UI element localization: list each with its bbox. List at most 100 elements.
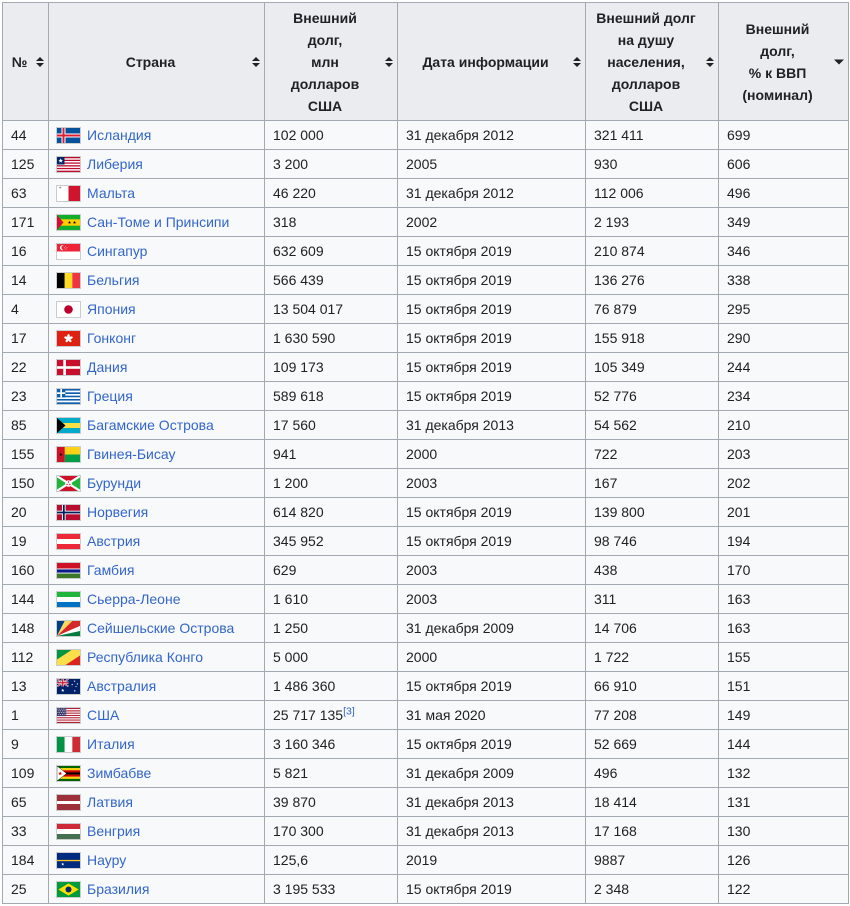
- country-link[interactable]: США: [87, 707, 120, 723]
- country-link[interactable]: Гонконг: [87, 330, 137, 346]
- country-link[interactable]: Австралия: [87, 678, 157, 694]
- gdp-percent-cell: 194: [718, 526, 849, 556]
- country-link[interactable]: Италия: [87, 736, 135, 752]
- debt-cell: 125,6: [264, 845, 398, 875]
- burundi-flag-icon: [57, 476, 80, 491]
- table-row: 125 Либерия 3 200 2005 930 606: [2, 149, 849, 179]
- country-cell: Австралия: [48, 671, 265, 701]
- per-capita-cell: 136 276: [585, 265, 719, 295]
- gdp-percent-cell: 163: [718, 584, 849, 614]
- debt-cell: 318: [264, 207, 398, 237]
- column-header-debt[interactable]: Внешний долг, млн долларов США: [264, 2, 398, 121]
- austria-flag-icon: [57, 534, 80, 549]
- rank-cell: 14: [2, 265, 49, 295]
- footnote-reference-link[interactable]: [3]: [343, 705, 355, 718]
- debt-cell: 3 195 533: [264, 874, 398, 904]
- gdp-percent-cell: 144: [718, 729, 849, 759]
- country-link[interactable]: Греция: [87, 388, 133, 404]
- table-row: 160 Гамбия 629 2003 438 170: [2, 555, 849, 585]
- country-link[interactable]: Сейшельские Острова: [87, 620, 235, 636]
- table-row: 16 Сингапур 632 609 15 октября 2019 210 874 3…: [2, 236, 849, 266]
- country-cell: Бразилия: [48, 874, 265, 904]
- country-link[interactable]: Багамские Острова: [87, 417, 214, 433]
- country-cell: Либерия: [48, 149, 265, 179]
- rank-cell: 65: [2, 787, 49, 817]
- debt-value: 5 000: [273, 649, 309, 665]
- sao-tome-flag-icon: [57, 215, 80, 230]
- per-capita-cell: 77 208: [585, 700, 719, 730]
- per-capita-cell: 9887: [585, 845, 719, 875]
- gdp-percent-cell: 149: [718, 700, 849, 730]
- country-link[interactable]: Латвия: [87, 794, 133, 810]
- date-cell: 2005: [397, 149, 586, 179]
- date-cell: 2000: [397, 439, 586, 469]
- country-link[interactable]: Либерия: [87, 156, 143, 172]
- country-cell: Сан-Томе и Принсипи: [48, 207, 265, 237]
- date-cell: 15 октября 2019: [397, 352, 586, 382]
- debt-cell: 614 820: [264, 497, 398, 527]
- italy-flag-icon: [57, 737, 80, 752]
- hong-kong-flag-icon: [57, 331, 80, 346]
- column-header-label: Дата информации: [422, 53, 549, 70]
- nauru-flag-icon: [57, 853, 80, 868]
- country-cell: Гвинея-Бисау: [48, 439, 265, 469]
- country-link[interactable]: Австрия: [87, 533, 141, 549]
- column-header-gdp-percent[interactable]: Внешний долг, % к ВВП (номинал): [718, 2, 849, 121]
- country-cell: Италия: [48, 729, 265, 759]
- country-link[interactable]: Япония: [87, 301, 136, 317]
- country-link[interactable]: Бурунди: [87, 475, 142, 491]
- per-capita-cell: 105 349: [585, 352, 719, 382]
- per-capita-cell: 54 562: [585, 410, 719, 440]
- table-row: 150 Бурунди 1 200 2003 167 202: [2, 468, 849, 498]
- country-link[interactable]: Республика Конго: [87, 649, 203, 665]
- per-capita-cell: 155 918: [585, 323, 719, 353]
- debt-cell: 3 200: [264, 149, 398, 179]
- date-cell: 15 октября 2019: [397, 323, 586, 353]
- rank-cell: 33: [2, 816, 49, 846]
- country-link[interactable]: Венгрия: [87, 823, 141, 839]
- column-header-per-capita[interactable]: Внешний долг на душу населения, долларов…: [585, 2, 719, 121]
- debt-cell: 941: [264, 439, 398, 469]
- sort-both-icon: [706, 56, 714, 67]
- date-cell: 15 октября 2019: [397, 294, 586, 324]
- debt-value: 13 504 017: [273, 301, 344, 317]
- country-cell: Сьерра-Леоне: [48, 584, 265, 614]
- country-link[interactable]: Науру: [87, 852, 127, 868]
- country-link[interactable]: Сан-Томе и Принсипи: [87, 214, 230, 230]
- table-row: 63 Мальта 46 220 31 декабря 2012 112 006 496: [2, 178, 849, 208]
- country-link[interactable]: Дания: [87, 359, 128, 375]
- country-link[interactable]: Бразилия: [87, 881, 150, 897]
- debt-value: 632 609: [273, 243, 324, 259]
- country-link[interactable]: Сингапур: [87, 243, 148, 259]
- rank-cell: 9: [2, 729, 49, 759]
- country-cell: Венгрия: [48, 816, 265, 846]
- country-link[interactable]: Сьерра-Леоне: [87, 591, 181, 607]
- country-link[interactable]: Гамбия: [87, 562, 135, 578]
- debt-cell: 5 000: [264, 642, 398, 672]
- japan-flag-icon: [57, 302, 80, 317]
- debt-value: 39 870: [273, 794, 316, 810]
- rank-cell: 1: [2, 700, 49, 730]
- column-header-date[interactable]: Дата информации: [397, 2, 586, 121]
- debt-value: 1 630 590: [273, 330, 336, 346]
- table-row: 144 Сьерра-Леоне 1 610 2003 311 163: [2, 584, 849, 614]
- table-row: 19 Австрия 345 952 15 октября 2019 98 746 194: [2, 526, 849, 556]
- singapore-flag-icon: [57, 244, 80, 259]
- country-link[interactable]: Исландия: [87, 127, 152, 143]
- country-link[interactable]: Норвегия: [87, 504, 149, 520]
- country-link[interactable]: Бельгия: [87, 272, 140, 288]
- country-link[interactable]: Зимбабве: [87, 765, 152, 781]
- gdp-percent-cell: 496: [718, 178, 849, 208]
- seychelles-flag-icon: [57, 621, 80, 636]
- debt-cell: 345 952: [264, 526, 398, 556]
- date-cell: 31 декабря 2009: [397, 613, 586, 643]
- column-header-country[interactable]: Страна: [48, 2, 265, 121]
- column-header-rank[interactable]: №: [2, 2, 49, 121]
- country-link[interactable]: Гвинея-Бисау: [87, 446, 176, 462]
- country-cell: Бельгия: [48, 265, 265, 295]
- country-link[interactable]: Мальта: [87, 185, 136, 201]
- table-row: 65 Латвия 39 870 31 декабря 2013 18 414 131: [2, 787, 849, 817]
- debt-value: 1 486 360: [273, 678, 336, 694]
- debt-cell: 102 000: [264, 120, 398, 150]
- debt-value: 566 439: [273, 272, 324, 288]
